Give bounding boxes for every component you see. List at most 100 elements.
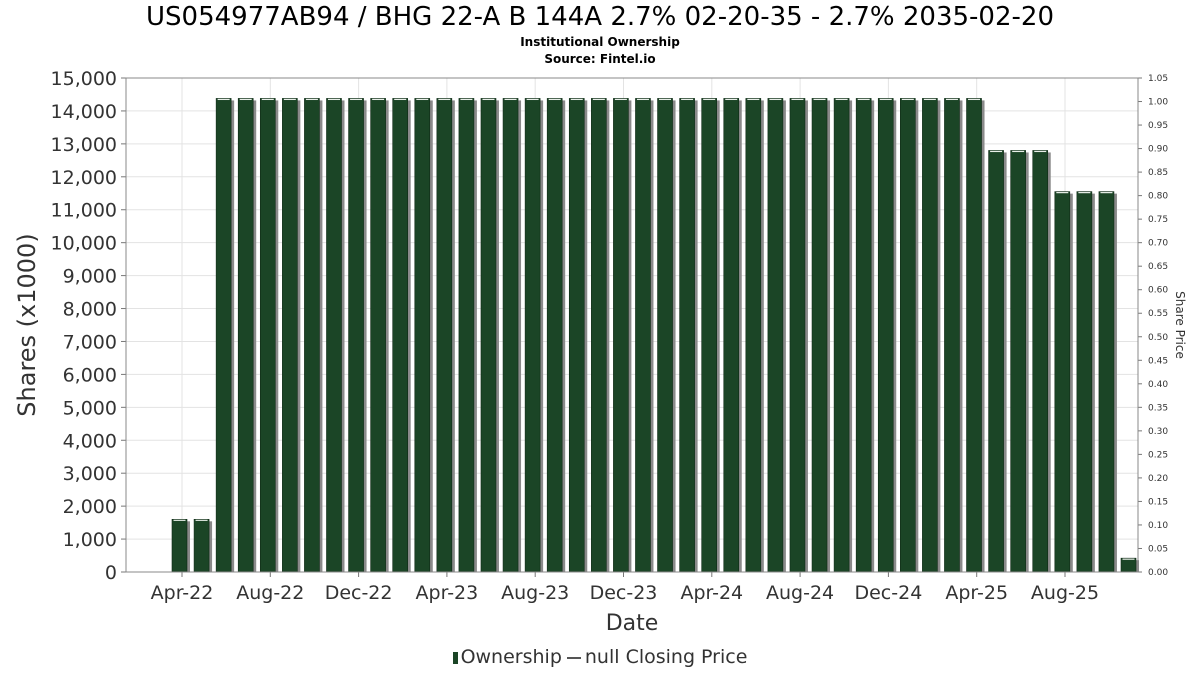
y2-tick-label: 0.90 xyxy=(1148,145,1168,155)
y2-tick-label: 1.05 xyxy=(1148,74,1168,84)
ownership-bar xyxy=(635,98,651,573)
y2-tick-label: 0.10 xyxy=(1148,521,1168,531)
x-tick-label: Aug-24 xyxy=(766,582,834,604)
ownership-bar xyxy=(944,98,960,573)
ownership-bar xyxy=(237,98,254,573)
x-tick-label: Dec-24 xyxy=(854,582,922,604)
plot-frame xyxy=(125,77,1139,573)
y2-tick-label: 0.60 xyxy=(1148,286,1168,296)
ownership-bar xyxy=(613,98,629,573)
ownership-bar xyxy=(1098,191,1115,573)
y-tick-label: 12,000 xyxy=(51,167,117,189)
y-tick-label: 9,000 xyxy=(63,266,117,288)
y-tick-label: 10,000 xyxy=(51,233,117,255)
y-tick-label: 15,000 xyxy=(51,68,117,90)
y2-tick-label: 0.35 xyxy=(1148,403,1168,413)
ownership-bar xyxy=(502,98,519,573)
y-tick-label: 3,000 xyxy=(63,463,117,485)
y2-tick-label: 0.65 xyxy=(1148,262,1168,272)
closing-price-legend-line xyxy=(566,656,581,659)
y2-tick-label: 0.75 xyxy=(1148,215,1168,225)
y2-tick-label: 0.50 xyxy=(1148,333,1168,343)
ownership-bar xyxy=(458,98,475,573)
y2-tick-label: 0.40 xyxy=(1148,380,1168,390)
ownership-bar xyxy=(811,98,828,573)
y2-tick-label: 0.15 xyxy=(1148,497,1168,507)
legend-closing-price-label: null Closing Price xyxy=(584,646,748,668)
y2-tick-label: 0.80 xyxy=(1148,192,1168,202)
ownership-bar xyxy=(922,98,938,573)
ownership-bar xyxy=(326,98,342,573)
ownership-bar xyxy=(414,98,431,573)
y2-tick-label: 0.55 xyxy=(1148,309,1168,319)
ownership-bar xyxy=(1032,150,1049,573)
ownership-bar xyxy=(546,98,563,573)
y2-axis-title: Share Price xyxy=(1173,291,1187,359)
x-tick-label: Apr-24 xyxy=(680,582,743,604)
ownership-bar xyxy=(657,98,673,573)
y2-tick-label: 0.00 xyxy=(1148,568,1168,578)
y2-tick-label: 0.30 xyxy=(1148,427,1168,437)
legend-ownership-label: Ownership xyxy=(460,646,562,668)
ownership-bar xyxy=(833,98,850,573)
chart-title: US054977AB94 / BHG 22-A B 144A 2.7% 02-2… xyxy=(146,2,1054,32)
ownership-bar xyxy=(988,150,1004,573)
ownership-legend-swatch xyxy=(452,651,458,664)
ownership-bar xyxy=(966,98,982,573)
y2-tick-label: 0.70 xyxy=(1148,239,1168,249)
x-tick-label: Aug-23 xyxy=(501,582,569,604)
y2-tick-label: 1.00 xyxy=(1148,98,1168,108)
ownership-bar xyxy=(723,98,740,573)
y-tick-label: 4,000 xyxy=(63,430,117,452)
ownership-bar xyxy=(171,519,188,573)
x-tick-label: Apr-25 xyxy=(945,582,1008,604)
y2-tick-label: 0.25 xyxy=(1148,450,1168,460)
x-tick-label: Apr-23 xyxy=(416,582,479,604)
ownership-bar xyxy=(282,98,298,573)
ownership-bar xyxy=(679,98,695,573)
ownership-bar xyxy=(877,98,894,573)
y-tick-label: 14,000 xyxy=(51,101,117,123)
ownership-bar xyxy=(436,98,453,573)
ownership-bar xyxy=(591,98,607,573)
y-tick-label: 7,000 xyxy=(63,331,117,353)
ownership-bar xyxy=(193,519,210,573)
x-tick-label: Dec-23 xyxy=(590,582,658,604)
ownership-bar xyxy=(524,98,541,573)
y-tick-label: 8,000 xyxy=(63,299,117,321)
ownership-bar xyxy=(745,98,762,573)
ownership-bar xyxy=(568,98,585,573)
ownership-bar xyxy=(259,98,276,573)
y2-tick-label: 0.45 xyxy=(1148,356,1168,366)
y2-tick-label: 0.95 xyxy=(1148,121,1168,131)
x-tick-label: Aug-22 xyxy=(236,582,304,604)
ownership-bar xyxy=(1120,557,1137,573)
x-tick-label: Dec-22 xyxy=(325,582,393,604)
ownership-chart: 0 1,000 2,000 3,000 4,000 5,000 6,000 7,000 8,00… xyxy=(13,68,1187,636)
ownership-bar xyxy=(1054,191,1071,573)
chart-source: Source: Fintel.io xyxy=(544,52,656,66)
y-tick-label: 13,000 xyxy=(51,134,117,156)
ownership-bar xyxy=(392,98,409,573)
x-tick-label: Apr-22 xyxy=(151,582,214,604)
y-tick-label: 6,000 xyxy=(63,364,117,386)
chart-subtitle: Institutional Ownership xyxy=(520,35,680,49)
ownership-bar xyxy=(1076,191,1093,573)
ownership-bar xyxy=(370,98,386,573)
y-tick-label: 2,000 xyxy=(63,496,117,518)
y-tick-label: 11,000 xyxy=(51,200,117,222)
ownership-bar xyxy=(1010,150,1026,573)
ownership-bar xyxy=(304,98,320,573)
ownership-bar xyxy=(855,98,872,573)
chart-legend: Ownership null Closing Price xyxy=(0,646,1200,668)
y2-tick-label: 0.20 xyxy=(1148,474,1168,484)
y2-tick-label: 0.05 xyxy=(1148,544,1168,554)
ownership-bar xyxy=(900,98,916,573)
ownership-bar xyxy=(789,98,806,573)
ownership-bar xyxy=(480,98,497,573)
ownership-bar xyxy=(215,98,232,573)
x-axis-title: Date xyxy=(606,611,659,636)
ownership-bar xyxy=(767,98,784,573)
y-tick-label: 0 xyxy=(105,562,117,584)
y-axis-title: Shares (x1000) xyxy=(13,233,41,416)
